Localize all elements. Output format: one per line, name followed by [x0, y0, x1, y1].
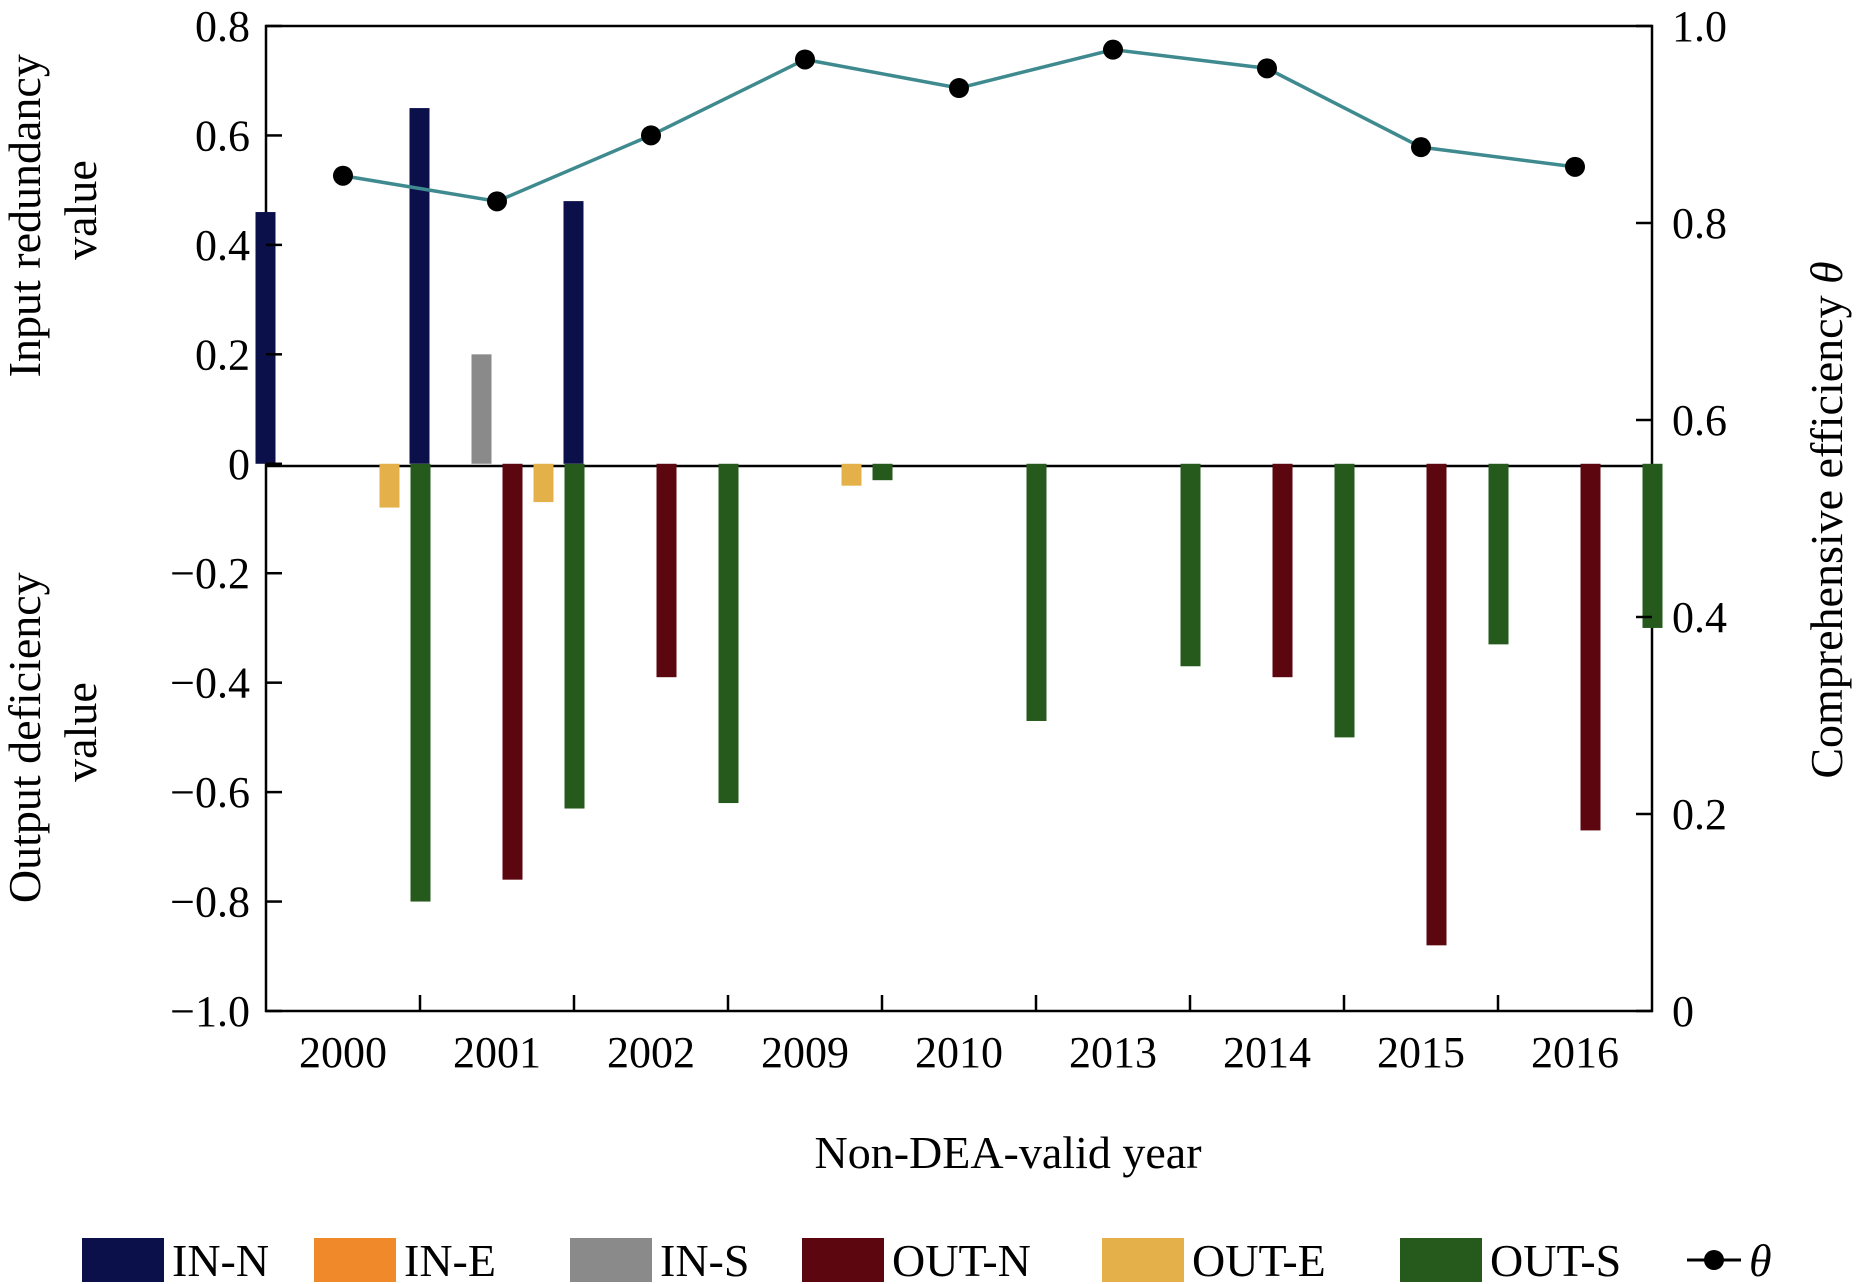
right-tick-label: 0.2 [1672, 790, 1727, 839]
y-axis-title-output: Output deficiency value [0, 561, 106, 903]
legend-swatch-out-s [1400, 1238, 1482, 1282]
right-tick-label: 1.0 [1672, 2, 1727, 51]
bar-in-n-2001 [409, 108, 430, 464]
legend-label-in-e: IN-E [404, 1235, 496, 1284]
bar-in-s-2001 [471, 354, 492, 464]
bar-out-s-2014 [1334, 463, 1355, 738]
theta-point-2009 [795, 49, 815, 70]
bar-out-s-2016 [1642, 463, 1663, 628]
left-axis-ticks: 0.8 0.6 0.4 0.2 0 −0.2 −0.4 −0.6 −0.8 −1.0 [170, 2, 282, 1036]
right-tick-label: 0 [1672, 987, 1694, 1036]
right-tick-label: 0.6 [1672, 396, 1727, 445]
legend-label-theta: θ [1749, 1235, 1772, 1284]
bar-series-group [255, 108, 1663, 946]
right-tick-label: 0.8 [1672, 199, 1727, 248]
bar-out-e-2001 [533, 463, 554, 503]
theta-point-2013 [1103, 39, 1123, 60]
x-tick-label-2000: 2000 [299, 1028, 387, 1077]
bar-out-n-2016 [1580, 463, 1601, 831]
theta-point-2010 [949, 78, 969, 99]
left-tick-label: 0 [228, 440, 250, 489]
left-tick-label: −0.8 [170, 878, 250, 927]
x-tick-label-2015: 2015 [1377, 1028, 1465, 1077]
bar-out-e-2009 [841, 463, 862, 486]
bar-out-s-2013 [1180, 463, 1201, 667]
theta-line [342, 47, 1576, 204]
y-axis-title-input-line1: Input redundancy [0, 54, 50, 377]
y-axis-title-input: Input redundancy value [0, 43, 106, 378]
bar-out-n-2001 [502, 463, 523, 880]
theta-point-2016 [1565, 156, 1585, 177]
left-tick-label: −0.4 [170, 659, 250, 708]
legend: IN-N IN-E IN-S OUT-N OUT-E OUT-S θ [82, 1235, 1772, 1284]
x-tick-label-2001: 2001 [453, 1028, 541, 1077]
x-axis-tick-labels: 2000 2001 2002 2009 2010 2013 2014 2015 2016 [299, 1028, 1619, 1077]
left-tick-label: 0.2 [195, 330, 250, 379]
legend-swatch-in-e [314, 1238, 396, 1282]
legend-swatch-in-s [570, 1238, 652, 1282]
bar-out-s-2001 [564, 463, 585, 809]
left-tick-label: −0.6 [170, 768, 250, 817]
bar-out-e-2000 [379, 463, 400, 508]
legend-label-out-e: OUT-E [1192, 1235, 1326, 1284]
legend-swatch-out-n [802, 1238, 884, 1282]
theta-point-2002 [641, 125, 661, 146]
left-tick-label: −0.2 [170, 549, 250, 598]
x-axis-title: Non-DEA-valid year [814, 1127, 1201, 1178]
y-axis-title-output-line2: value [55, 682, 106, 782]
y-axis-title-output-line1: Output deficiency [0, 572, 50, 903]
legend-swatch-out-e [1102, 1238, 1184, 1282]
bar-out-s-2009 [872, 463, 893, 481]
y-axis-title-right-theta: θ [1801, 261, 1852, 284]
legend-label-in-s: IN-S [660, 1235, 749, 1284]
x-tick-label-2002: 2002 [607, 1028, 695, 1077]
legend-marker-theta [1704, 1250, 1724, 1270]
y-axis-title-right-text: Comprehensive efficiency [1801, 284, 1852, 779]
left-tick-label: 0.4 [195, 221, 250, 270]
right-axis-ticks: 1.0 0.8 0.6 0.4 0.2 0 [1636, 2, 1727, 1036]
bar-out-n-2002 [656, 463, 677, 678]
x-tick-label-2010: 2010 [915, 1028, 1003, 1077]
x-tick-label-2013: 2013 [1069, 1028, 1157, 1077]
bar-out-s-2015 [1488, 463, 1509, 645]
bar-out-n-2014 [1272, 463, 1293, 678]
theta-point-2014 [1257, 58, 1277, 79]
bar-in-n-2002 [563, 201, 584, 464]
y-axis-title-input-line2: value [55, 160, 106, 260]
left-tick-label: 0.8 [195, 2, 250, 51]
left-tick-label: 0.6 [195, 111, 250, 160]
right-tick-label: 0.4 [1672, 593, 1727, 642]
x-tick-label-2016: 2016 [1531, 1028, 1619, 1077]
x-tick-label-2009: 2009 [761, 1028, 849, 1077]
legend-swatch-in-n [82, 1238, 164, 1282]
theta-point-2000 [333, 165, 353, 186]
bar-in-n-2000 [255, 212, 276, 464]
theta-line-group [333, 39, 1585, 212]
legend-label-out-n: OUT-N [892, 1235, 1031, 1284]
bar-out-n-2015 [1426, 463, 1447, 946]
bar-out-s-2000 [410, 463, 431, 902]
left-tick-label: −1.0 [170, 987, 250, 1036]
legend-label-in-n: IN-N [172, 1235, 269, 1284]
x-tick-label-2014: 2014 [1223, 1028, 1311, 1077]
legend-label-out-s: OUT-S [1490, 1235, 1621, 1284]
bar-out-s-2010 [1026, 463, 1047, 721]
y-axis-title-right: Comprehensive efficiency θ [1801, 261, 1852, 778]
bar-out-s-2002 [718, 463, 739, 804]
theta-point-2001 [487, 191, 507, 212]
x-category-dividers [418, 995, 1500, 1011]
theta-point-2015 [1411, 137, 1431, 158]
